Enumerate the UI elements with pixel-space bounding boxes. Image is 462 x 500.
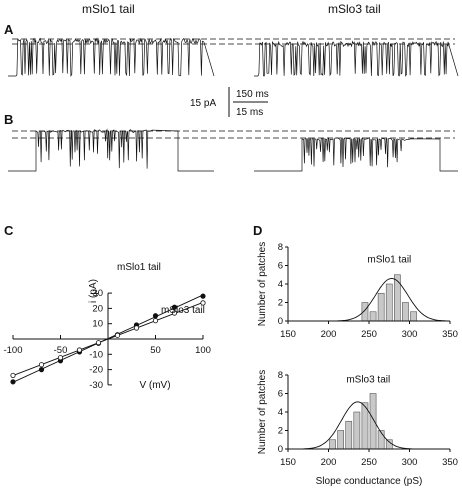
traces-a	[8, 37, 459, 78]
iv-point-filled	[152, 313, 159, 319]
histogram-bar	[377, 292, 385, 322]
iv-x-tick-label: 50	[150, 345, 161, 356]
histogram-mslo3: 0 2 4 6 8 150 200 250 300 350 Number of patches mSl…	[257, 370, 458, 487]
hist-x-tick-label: 350	[442, 329, 458, 340]
histogram-bar	[385, 439, 393, 450]
iv-point-open	[152, 318, 159, 324]
hist-y-tick-label: 0	[278, 316, 283, 327]
iv-point-open	[133, 325, 140, 331]
header-mslo1: mSlo1 tail	[82, 2, 135, 16]
scale-bar-time-b: 15 ms	[236, 107, 263, 118]
gaussian-fit-curve	[288, 401, 450, 450]
histogram-mslo1: 0 2 4 6 8 150 200 250 300 350 Number of patches mSl…	[257, 242, 458, 340]
hist-y-tick-label: 4	[278, 407, 283, 418]
iv-y-tick-label: -30	[89, 380, 103, 391]
iv-x-tick-label: -100	[3, 345, 22, 356]
hist-x-tick-label: 150	[280, 457, 296, 468]
histogram-bar	[369, 393, 377, 450]
hist-y-tick-label: 4	[278, 279, 283, 290]
hist-x-tick-label: 300	[402, 329, 418, 340]
trace-b-mslo1	[8, 128, 214, 172]
iv-point-open	[38, 362, 45, 368]
hist-y-label: Number of patches	[257, 370, 268, 455]
histogram-bar	[385, 283, 393, 322]
histogram-bar	[345, 420, 353, 450]
iv-y-tick-label: 30	[92, 288, 103, 299]
hist-series-label: mSlo1 tail	[367, 255, 411, 266]
histogram-bar	[337, 430, 345, 450]
header-mslo3: mSlo3 tail	[328, 2, 381, 16]
trace-a-mslo1	[8, 37, 215, 78]
gaussian-fit-curve	[288, 277, 450, 322]
iv-y-tick-label: -10	[89, 349, 103, 360]
hist-x-label: Slope conductance (pS)	[316, 476, 423, 487]
hist-y-tick-label: 8	[278, 242, 283, 253]
histogram-bar	[369, 311, 377, 322]
histogram-bar	[402, 302, 409, 322]
iv-plot: -100 -50 50 100 -30 -20 -10 10 20 30 V (mV) i (pA) m…	[3, 262, 210, 391]
iv-point-filled	[38, 366, 45, 373]
histogram-bar	[410, 311, 417, 322]
iv-point-filled	[171, 304, 178, 310]
iv-x-tick-label: 100	[195, 345, 211, 356]
iv-x-label: V (mV)	[139, 380, 170, 391]
hist-y-tick-label: 6	[278, 389, 283, 400]
panel-label-d: D	[253, 223, 262, 238]
iv-point-filled	[10, 379, 16, 385]
panel-label-b: B	[4, 112, 13, 127]
hist-y-tick-label: 2	[278, 426, 283, 437]
iv-point-filled	[200, 293, 206, 299]
hist-y-tick-label: 2	[278, 298, 283, 309]
iv-point-open	[76, 347, 83, 353]
trace-a-mslo3	[254, 40, 459, 77]
iv-point-open	[57, 355, 64, 361]
hist-y-tick-label: 0	[278, 444, 283, 455]
iv-y-tick-label: 20	[92, 303, 103, 314]
iv-y-tick-label: -20	[89, 365, 103, 376]
hist-y-label: Number of patches	[257, 242, 268, 327]
iv-point-open	[114, 332, 121, 338]
hist-x-tick-label: 300	[402, 457, 418, 468]
iv-series-label-2: mSlo3 tail	[161, 305, 205, 316]
hist-x-tick-label: 350	[442, 457, 458, 468]
hist-y-tick-label: 8	[278, 370, 283, 381]
panel-label-a: A	[4, 22, 14, 37]
iv-point-open	[171, 310, 178, 316]
hist-x-tick-label: 150	[280, 329, 296, 340]
iv-y-label: i (pA)	[88, 279, 99, 303]
iv-series-label-1: mSlo1 tail	[117, 262, 161, 273]
iv-x-tick-label: -50	[54, 345, 68, 356]
hist-x-tick-label: 200	[321, 457, 337, 468]
histogram-bar	[353, 411, 361, 450]
iv-point-open	[10, 372, 16, 379]
scale-bar-current: 15 pA	[190, 98, 216, 109]
panel-label-c: C	[4, 223, 14, 238]
iv-point-open	[95, 340, 102, 346]
hist-x-tick-label: 200	[321, 329, 337, 340]
hist-y-tick-label: 6	[278, 261, 283, 272]
hist-x-tick-label: 250	[361, 329, 377, 340]
histogram-bar	[329, 439, 336, 450]
scale-bar-time-a: 150 ms	[236, 89, 269, 100]
trace-b-mslo3	[254, 136, 458, 172]
hist-x-tick-label: 250	[361, 457, 377, 468]
iv-point-open	[200, 300, 206, 306]
scale-bar: 15 pA 150 ms 15 ms	[190, 87, 269, 118]
hist-series-label: mSlo3 tail	[346, 374, 390, 385]
iv-y-tick-label: 10	[92, 319, 103, 330]
traces-b	[8, 128, 458, 172]
iv-fit-line-2	[12, 302, 204, 377]
histogram-bar	[393, 274, 401, 322]
